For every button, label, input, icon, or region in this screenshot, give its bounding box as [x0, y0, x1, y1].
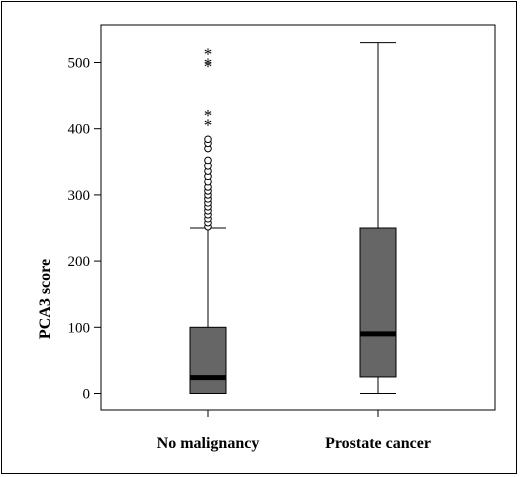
box-iqr [189, 326, 227, 394]
y-tick-label: 500 [68, 56, 91, 72]
extreme-outlier-point: * [204, 106, 213, 125]
extreme-outlier-point: * [204, 115, 213, 134]
x-category-label: Prostate cancer [325, 435, 431, 452]
y-tick-label: 100 [68, 320, 91, 336]
x-category-label: No malignancy [157, 435, 260, 452]
outlier-point [204, 135, 212, 144]
box-iqr [359, 227, 397, 378]
y-tick-label: 400 [68, 122, 91, 138]
extreme-outlier-point: * [204, 55, 213, 74]
y-tick-label: 0 [83, 387, 91, 403]
y-axis-title: PCA3 score [37, 259, 54, 339]
extreme-outlier-point: * [204, 57, 213, 76]
plot-area [100, 24, 496, 411]
y-tick-label: 300 [68, 188, 91, 204]
extreme-outlier-point: * [204, 45, 213, 64]
outlier-point [204, 156, 212, 165]
y-tick-label: 200 [68, 254, 91, 270]
